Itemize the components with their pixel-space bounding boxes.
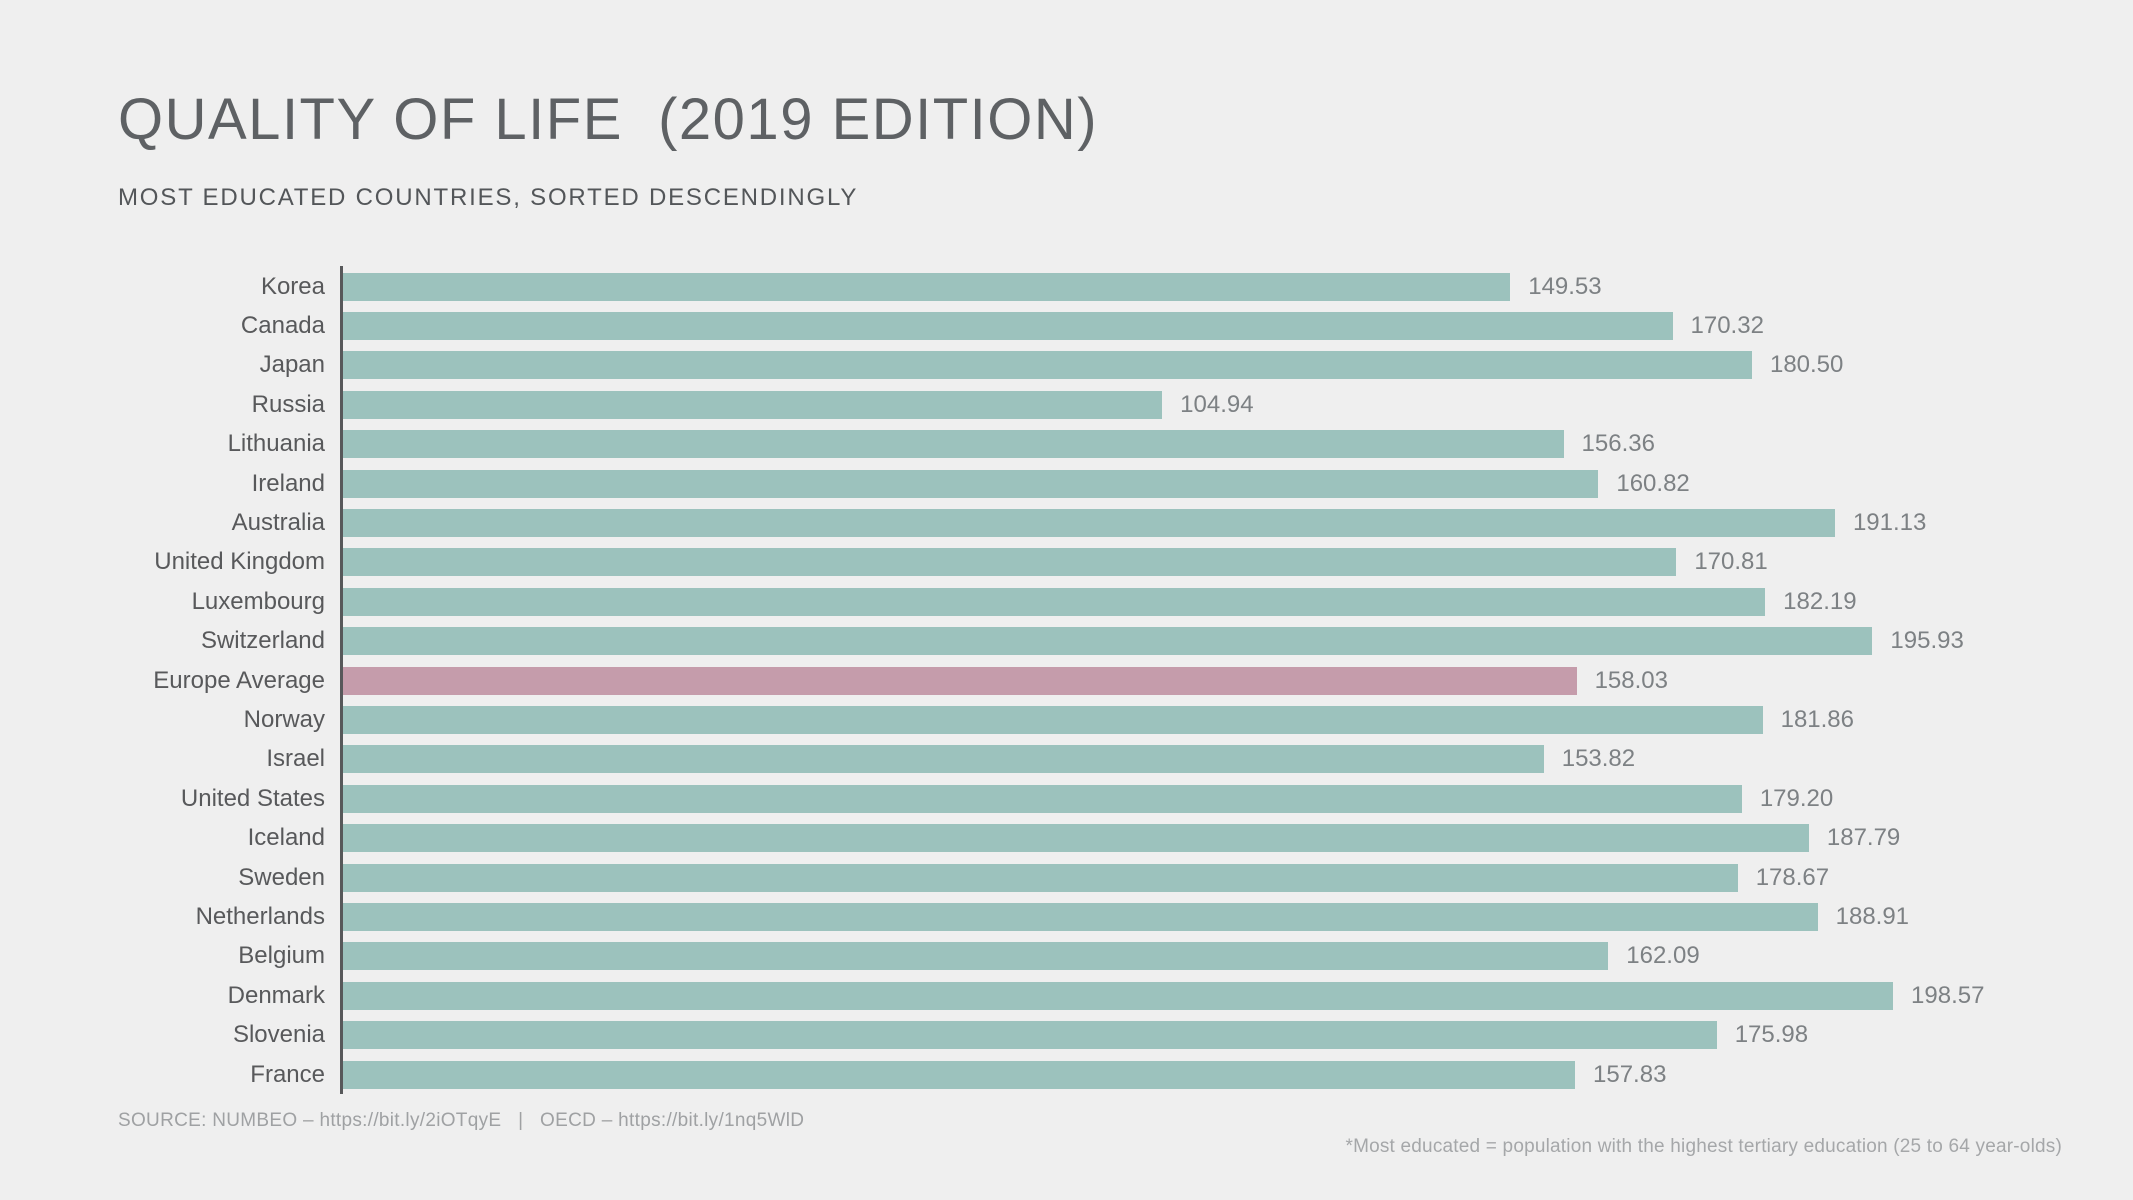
value-label: 158.03: [1594, 666, 1668, 694]
category-label: Australia: [231, 509, 325, 537]
bar: [343, 430, 1564, 459]
chart-row: Europe Average 158.03: [0, 661, 2133, 700]
chart-row: Netherlands 188.91: [0, 897, 2133, 936]
chart-row: Australia 191.13: [0, 503, 2133, 542]
value-label: 187.79: [1826, 824, 1901, 852]
bar: [343, 272, 1511, 301]
chart-row: Luxembourg 182.19: [0, 582, 2133, 621]
value-label: 188.91: [1835, 902, 1910, 930]
category-label: Switzerland: [200, 627, 325, 655]
bar: [343, 824, 1809, 853]
bar: [343, 509, 1835, 538]
bar: [343, 705, 1763, 734]
bar: [343, 1021, 1717, 1050]
bar-chart: Korea 149.53 Canada 170.32 Japan 180.50 Russia…: [0, 267, 2133, 1094]
value-label: 178.67: [1755, 863, 1830, 891]
value-label: 175.98: [1734, 1021, 1809, 1049]
bar-highlighted: [343, 666, 1577, 695]
chart-row: Switzerland 195.93: [0, 622, 2133, 661]
category-label: United States: [180, 784, 325, 812]
chart-row: United States 179.20: [0, 779, 2133, 818]
chart-row: Norway 181.86: [0, 700, 2133, 739]
value-label: 182.19: [1783, 587, 1857, 615]
category-label: Slovenia: [232, 1021, 325, 1049]
chart-row: Israel 153.82: [0, 740, 2133, 779]
value-label: 149.53: [1528, 272, 1602, 300]
chart-row: Japan 180.50: [0, 346, 2133, 385]
category-label: Denmark: [227, 981, 325, 1009]
value-label: 156.36: [1581, 430, 1655, 458]
bar: [343, 469, 1599, 498]
bar: [343, 745, 1544, 774]
category-label: United Kingdom: [154, 548, 325, 576]
category-label: Japan: [259, 351, 325, 379]
bar: [343, 587, 1766, 616]
value-label: 181.86: [1780, 705, 1854, 733]
footnote: *Most educated = population with the hig…: [1345, 1136, 2062, 1157]
source-note: SOURCE: NUMBEO – https://bit.ly/2iOTqyE …: [118, 1110, 805, 1131]
chart-row: France 157.83: [0, 1055, 2133, 1094]
value-label: 170.81: [1694, 548, 1768, 576]
value-label: 162.09: [1626, 942, 1700, 970]
category-label: Norway: [243, 705, 325, 733]
bar: [343, 784, 1742, 813]
value-label: 198.57: [1911, 981, 1985, 1009]
bar: [343, 312, 1673, 341]
bar: [343, 1060, 1576, 1089]
category-label: Israel: [266, 745, 325, 773]
category-label: Iceland: [247, 824, 325, 852]
chart-row: Belgium 162.09: [0, 937, 2133, 976]
category-label: Sweden: [238, 863, 325, 891]
chart-row: Russia 104.94: [0, 385, 2133, 424]
chart-row: Sweden 178.67: [0, 858, 2133, 897]
value-label: 195.93: [1890, 627, 1964, 655]
category-label: Belgium: [238, 942, 325, 970]
chart-row: Korea 149.53: [0, 267, 2133, 306]
chart-row: United Kingdom 170.81: [0, 543, 2133, 582]
bar: [343, 863, 1738, 892]
bar: [343, 981, 1894, 1010]
category-label: Luxembourg: [191, 587, 325, 615]
bar: [343, 942, 1609, 971]
category-label: Netherlands: [195, 902, 325, 930]
value-label: 179.20: [1759, 784, 1834, 812]
bar: [343, 902, 1818, 931]
value-label: 104.94: [1180, 390, 1254, 418]
bar: [343, 390, 1163, 419]
value-label: 160.82: [1616, 469, 1690, 497]
category-label: Europe Average: [153, 666, 325, 694]
y-axis-line: [340, 266, 343, 1094]
bar: [343, 548, 1677, 577]
value-label: 180.50: [1769, 351, 1844, 379]
value-label: 153.82: [1561, 745, 1636, 773]
bar: [343, 627, 1873, 656]
page-title: QUALITY OF LIFE (2019 EDITION): [118, 87, 1099, 152]
chart-row: Slovenia 175.98: [0, 1015, 2133, 1054]
chart-row: Denmark 198.57: [0, 976, 2133, 1015]
category-label: Canada: [240, 312, 325, 340]
chart-row: Canada 170.32: [0, 306, 2133, 345]
value-label: 170.32: [1690, 312, 1764, 340]
page-subtitle: MOST EDUCATED COUNTRIES, SORTED DESCENDI…: [118, 184, 859, 211]
category-label: Korea: [260, 272, 325, 300]
category-label: France: [250, 1060, 325, 1088]
chart-row: Ireland 160.82: [0, 464, 2133, 503]
category-label: Ireland: [251, 469, 325, 497]
chart-row: Iceland 187.79: [0, 818, 2133, 857]
chart-row: Lithuania 156.36: [0, 425, 2133, 464]
value-label: 157.83: [1593, 1060, 1667, 1088]
value-label: 191.13: [1852, 509, 1927, 537]
category-label: Lithuania: [227, 430, 325, 458]
category-label: Russia: [251, 390, 325, 418]
bar: [343, 351, 1752, 380]
